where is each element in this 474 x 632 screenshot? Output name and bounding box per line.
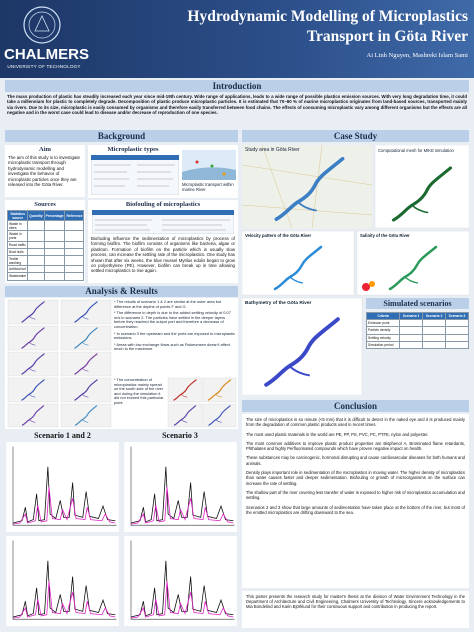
map xyxy=(242,230,355,296)
td: Settling velocity xyxy=(365,333,401,342)
td: Waste in cities xyxy=(6,220,29,232)
plot-heading: Scenario 3 xyxy=(162,431,198,440)
td: Road traffic xyxy=(6,240,29,249)
map xyxy=(242,297,363,395)
section-heading: Simulated scenarios xyxy=(366,298,469,309)
section-heading: Case Study xyxy=(242,130,469,142)
acknowledgement: This poster presents the research study … xyxy=(242,591,469,628)
note: * In scenario 3 the upstream and the por… xyxy=(114,330,235,341)
types-caption: Microplastic transport within marine Riv… xyxy=(182,182,234,192)
td: Waste in ports xyxy=(6,230,29,242)
scenario-table: Criteria Scenario 1 Scenario 2 Scenario 3 E… xyxy=(365,311,469,349)
td: Emission point xyxy=(365,319,401,328)
paragraph: These substances may be carcinogenic, ho… xyxy=(246,455,465,466)
header xyxy=(0,0,474,78)
map-label: Computational mesh for MIKE simulation xyxy=(378,148,454,153)
biofouling-text: Biofouling influence the sedimentation o… xyxy=(91,236,235,274)
map-label: Salinity of the Göta River xyxy=(360,233,410,238)
plot xyxy=(5,536,120,626)
th: Scenario 3 xyxy=(445,311,469,321)
map xyxy=(356,230,469,296)
td: Particle density xyxy=(365,326,401,335)
university: CHALMERS xyxy=(4,46,89,63)
types-figure xyxy=(91,155,179,195)
th: Criteria xyxy=(365,311,401,321)
map-label: Study area in Göta River xyxy=(245,147,300,153)
section-heading: Background xyxy=(5,130,238,142)
aim-panel xyxy=(5,145,85,197)
aim-text: The aim of this study is to investigate … xyxy=(8,155,80,188)
th: Percentage xyxy=(43,209,66,222)
time-series-plots xyxy=(5,442,238,626)
td: Simulation period xyxy=(365,340,401,349)
sources-table: Statistics source Quantity Percentage Refer… xyxy=(6,209,85,281)
title-line1: Hydrodynamic Modelling of Microplastics xyxy=(187,8,468,25)
logo-seal xyxy=(23,6,61,44)
map xyxy=(374,145,469,229)
section-heading: Analysis & Results xyxy=(5,286,238,297)
section-heading: Conclusion xyxy=(242,400,469,412)
biofouling-table xyxy=(92,210,234,234)
biofouling-heading: Biofouling of microplastics xyxy=(125,201,201,208)
note: * Areas with low exchange flows such as … xyxy=(114,341,230,352)
paragraph: The most common additives to improve pla… xyxy=(246,440,465,452)
paragraph: The most used plastic materials in the w… xyxy=(246,431,429,437)
plot-heading: Scenario 1 and 2 xyxy=(34,431,91,440)
paragraph: Density plays important role in sediment… xyxy=(246,470,465,486)
aim-heading: Aim xyxy=(39,146,51,153)
plot xyxy=(123,442,238,532)
section-heading: Introduction xyxy=(5,80,469,92)
paragraph: The size of microplastics is so minute (… xyxy=(246,417,465,428)
paragraph: Scenarios 2 and 3 show that large amount… xyxy=(246,504,465,515)
analysis-notes: * The results of scenario 1 & 2 are simi… xyxy=(114,299,236,354)
th: Statistics source xyxy=(6,209,29,222)
paragraph: The shallow part of the river covering l… xyxy=(246,489,466,501)
map-grid xyxy=(7,299,237,428)
result-maps xyxy=(7,299,237,428)
td: Textile washing xyxy=(6,254,29,267)
note: * The concentration of microplastics mai… xyxy=(114,377,164,405)
td: Boat hulls xyxy=(6,247,29,256)
table: Criteria Scenario 1 Scenario 2 Scenario 3 E… xyxy=(365,311,469,349)
transport-figure xyxy=(182,150,236,180)
intro-text: The mass production of plastic has stead… xyxy=(7,94,467,116)
authors: Ai Linh Nguyen, Mashreki Islam Sami xyxy=(366,52,468,59)
th: Scenario 2 xyxy=(422,311,447,321)
td: Wastewater xyxy=(6,272,29,281)
map-label: Velocity pattern of the Göta River xyxy=(245,233,312,238)
sources-heading: Sources xyxy=(34,201,56,208)
table: Statistics source Quantity Percentage Refer… xyxy=(6,209,85,281)
map xyxy=(242,145,372,228)
note: * The results of scenario 1 & 2 are simi… xyxy=(114,299,222,309)
th: Reference xyxy=(64,209,85,222)
case-maps xyxy=(242,145,469,395)
th: Scenario 1 xyxy=(399,311,424,321)
td: Artificial turf xyxy=(6,265,29,274)
plot xyxy=(5,442,120,532)
conclusion-panel xyxy=(242,414,469,588)
types-heading: Microplastic types xyxy=(107,146,159,153)
th: Quantity xyxy=(27,209,45,222)
plot xyxy=(123,536,238,626)
note: * The difference in depth is due to the … xyxy=(114,310,231,329)
map-label: Bathymetry of the Göta River xyxy=(245,301,312,306)
conclusion-text: The size of microplastics is so minute (… xyxy=(246,417,465,519)
title-line2: Transport in Göta River xyxy=(306,28,468,45)
university-sub: UNIVERSITY OF TECHNOLOGY xyxy=(7,64,81,69)
